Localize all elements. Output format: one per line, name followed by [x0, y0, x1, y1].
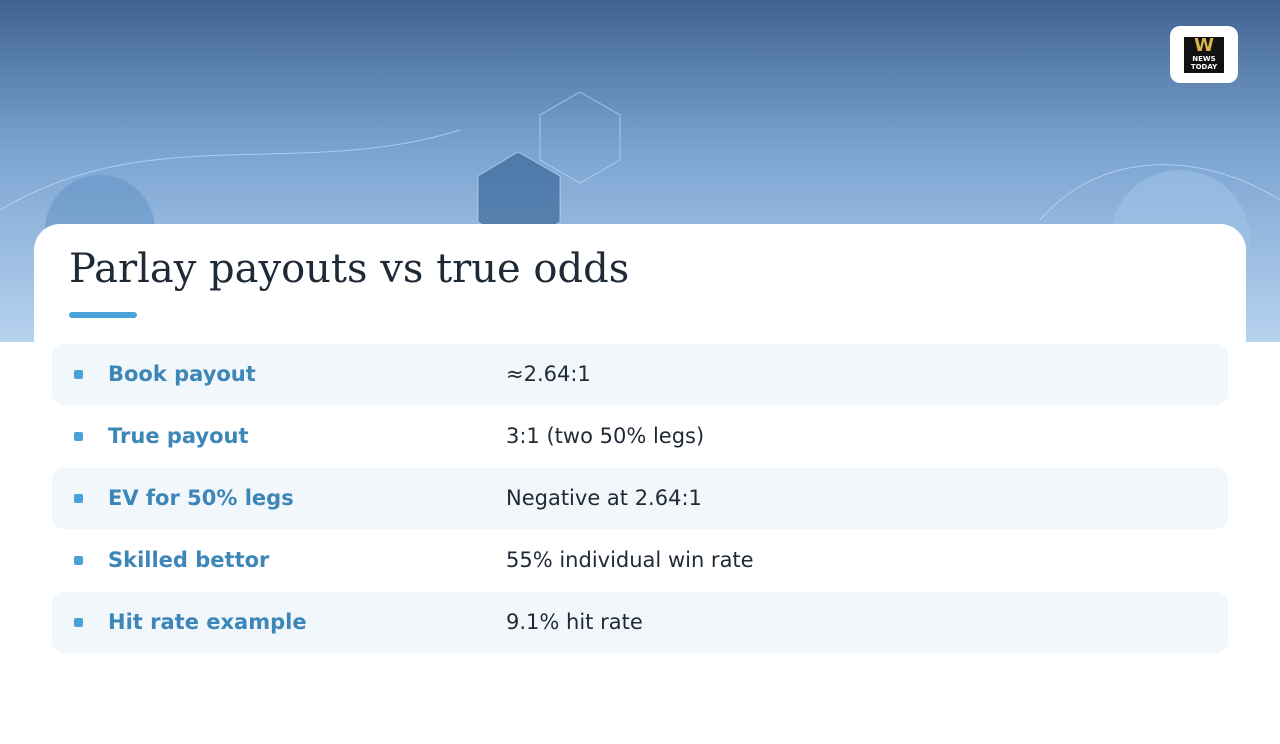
bullet — [74, 370, 83, 379]
table-row: Book payout ≈2.64:1 — [52, 344, 1228, 405]
row-value: Negative at 2.64:1 — [506, 486, 702, 510]
row-label: Hit rate example — [108, 610, 307, 634]
row-value: 3:1 (two 50% legs) — [506, 424, 705, 448]
row-label: Skilled bettor — [108, 548, 270, 572]
row-label: True payout — [108, 424, 249, 448]
logo: W NEWS TODAY — [1170, 26, 1238, 83]
bullet — [74, 432, 83, 441]
logo-mark: W NEWS TODAY — [1184, 37, 1224, 73]
page: W NEWS TODAY Parlay payouts vs true odds B… — [0, 0, 1280, 653]
logo-text: W — [1194, 35, 1214, 56]
row-value: 9.1% hit rate — [506, 610, 643, 634]
row-label: EV for 50% legs — [108, 486, 294, 510]
table-row: Skilled bettor 55% individual win rate — [52, 530, 1228, 591]
bullet — [74, 494, 83, 503]
table-row: True payout 3:1 (two 50% legs) — [52, 406, 1228, 467]
content-card: Parlay payouts vs true odds Book payout ≈… — [34, 224, 1246, 744]
table-row: Hit rate example 9.1% hit rate — [52, 592, 1228, 653]
row-value: ≈2.64:1 — [506, 362, 591, 386]
logo-text: NEWS — [1192, 55, 1216, 63]
row-label: Book payout — [108, 362, 256, 386]
row-value: 55% individual win rate — [506, 548, 754, 572]
bullet — [74, 556, 83, 565]
title-underline — [69, 312, 137, 318]
title: Parlay payouts vs true odds — [69, 246, 630, 292]
table-row: EV for 50% legs Negative at 2.64:1 — [52, 468, 1228, 529]
logo-text: TODAY — [1190, 63, 1218, 71]
bullet — [74, 618, 83, 627]
